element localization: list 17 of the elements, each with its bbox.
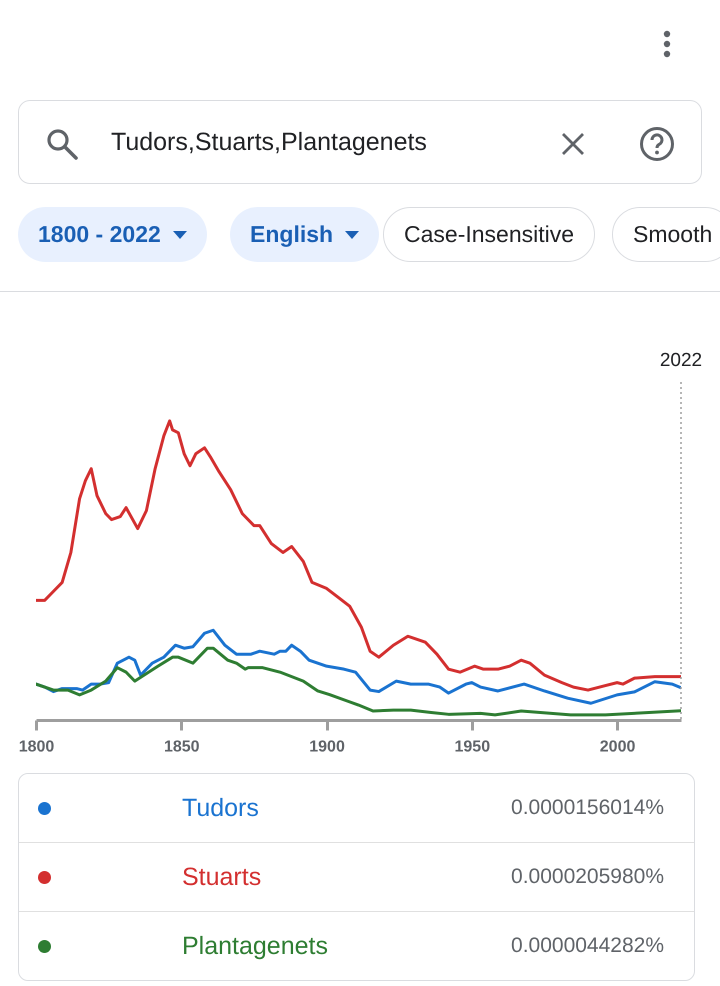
text: Case-Insensitive [404,221,574,248]
text: 0.0000044282% [511,934,664,958]
chart-title: Tudors,Stuarts,Plantagenets [111,128,427,157]
text: Plantagenets [182,932,328,960]
x-tick-label: 1850 [164,738,200,756]
text: English [250,221,334,248]
x-tick-label: 1950 [454,738,490,756]
x-tick-label: 2000 [600,738,636,756]
x-tick-label: 1900 [309,738,345,756]
text: Smooth [633,221,712,248]
x-tick-label: 1800 [18,738,54,756]
text: 0.0000205980% [511,865,664,889]
text: 1800 - 2022 [38,221,161,248]
ref-line-label: 2022 [660,350,702,371]
text: 0.0000156014% [511,796,664,820]
text: Stuarts [182,862,262,892]
text: Tudors [182,794,259,822]
